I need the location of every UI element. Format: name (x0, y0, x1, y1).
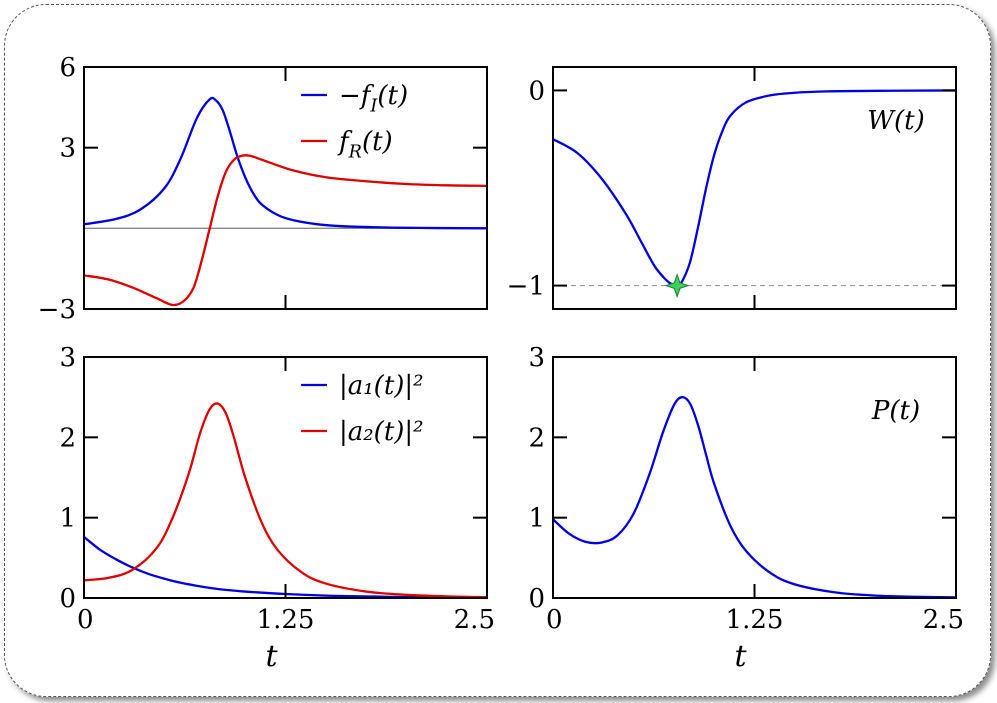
y-tick-label: −1 (507, 272, 545, 302)
y-tick-label: 2 (528, 423, 545, 453)
x-axis-label: t (734, 639, 747, 674)
figure-frame (4, 4, 991, 697)
legend-label: fR(t) (337, 127, 393, 162)
y-tick-label: 3 (528, 343, 545, 373)
series-line-0 (553, 89, 956, 287)
x-tick-label: 0 (546, 605, 563, 635)
axes-frame (552, 66, 957, 310)
panel-top-right: −1 0 W(t) (507, 66, 957, 310)
x-tick-label: 2.5 (923, 605, 964, 635)
panel-top-left: −3 3 6 −fI(t) fR(t) (38, 53, 488, 325)
series-line-0 (84, 96, 487, 230)
legend-label: |a₂(t)|² (339, 417, 424, 447)
panel-bottom-right: 0 1 2 3 0 1.25 2.5 t P(t) (528, 343, 964, 674)
x-axis-label: t (265, 639, 278, 674)
x-tick-label: 0 (77, 605, 94, 635)
legend-label: |a₁(t)|² (339, 371, 424, 401)
axes-frame (552, 356, 957, 599)
x-tick-label: 2.5 (454, 605, 495, 635)
y-tick-label: 0 (59, 584, 76, 614)
y-tick-label: 6 (59, 53, 76, 83)
series-line-1 (84, 402, 487, 598)
y-tick-label: 3 (59, 134, 76, 164)
panel-annotation: P(t) (871, 396, 920, 426)
y-tick-label: 1 (528, 504, 545, 534)
legend-label: −fI(t) (339, 81, 408, 116)
series-line-0 (553, 396, 956, 598)
series-line-1 (84, 154, 487, 307)
axes-frame (83, 66, 488, 310)
y-tick-label: −3 (38, 295, 76, 325)
series-line-0 (84, 536, 487, 598)
y-tick-label: 2 (59, 423, 76, 453)
y-tick-label: 0 (528, 584, 545, 614)
y-tick-label: 1 (59, 504, 76, 534)
panel-annotation: W(t) (867, 106, 924, 136)
panel-bottom-left: 0 1 2 3 0 1.25 2.5 t |a₁(t)|² |a₂(t)|² (59, 343, 495, 674)
y-tick-label: 3 (59, 343, 76, 373)
x-tick-label: 1.25 (257, 605, 315, 635)
y-tick-label: 0 (528, 76, 545, 106)
x-tick-label: 1.25 (726, 605, 784, 635)
minimum-star-marker (664, 273, 690, 299)
